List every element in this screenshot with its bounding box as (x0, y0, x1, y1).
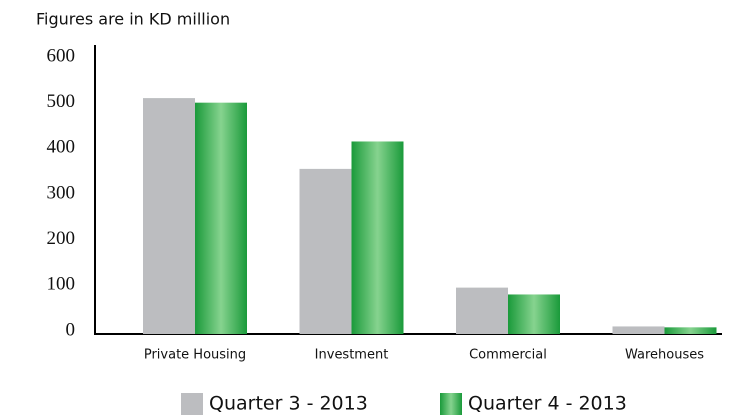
y-tick-label: 400 (47, 137, 76, 158)
bar (508, 294, 560, 334)
bar (664, 327, 717, 334)
chart-title: Figures are in KD million (36, 10, 230, 29)
bar (456, 287, 508, 334)
bar (195, 102, 247, 335)
x-tick-label: Warehouses (625, 348, 704, 363)
legend-label: Quarter 3 - 2013 (209, 393, 368, 415)
y-tick-label: 0 (66, 319, 76, 340)
legend-swatch (181, 393, 203, 415)
bar (612, 326, 665, 334)
legend-swatch (440, 393, 462, 415)
y-tick-label: 500 (47, 91, 76, 112)
x-tick-label: Investment (315, 348, 389, 363)
bar (299, 168, 352, 334)
bar (351, 141, 404, 334)
y-tick-label: 300 (47, 182, 76, 203)
y-tick-label: 600 (47, 45, 76, 66)
legend-label: Quarter 4 - 2013 (468, 393, 627, 415)
bar (143, 98, 195, 334)
x-tick-label: Private Housing (144, 348, 246, 363)
y-tick-label: 100 (47, 274, 76, 295)
x-tick-label: Commercial (469, 348, 547, 363)
y-tick-label: 200 (47, 228, 76, 249)
